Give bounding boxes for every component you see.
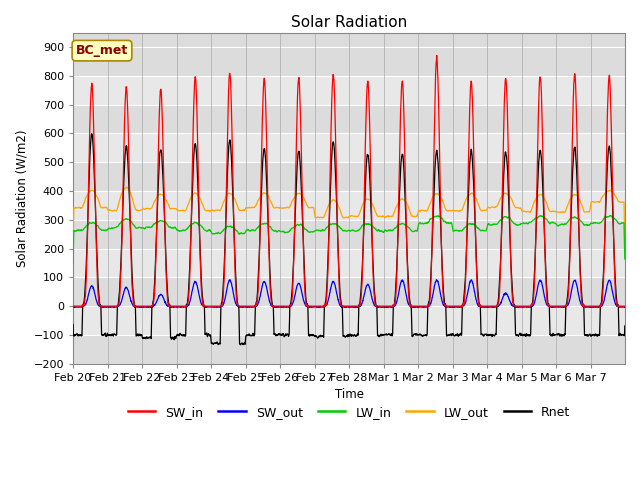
Bar [73, 133, 625, 162]
Bar [73, 277, 625, 306]
Bar [73, 47, 625, 76]
Bar [73, 249, 625, 277]
Bar [73, 335, 625, 364]
X-axis label: Time: Time [335, 388, 364, 401]
Bar [73, 76, 625, 105]
Y-axis label: Solar Radiation (W/m2): Solar Radiation (W/m2) [15, 130, 28, 267]
Text: BC_met: BC_met [76, 44, 128, 57]
Bar [73, 306, 625, 335]
Bar [73, 220, 625, 249]
Bar [73, 162, 625, 191]
Legend: SW_in, SW_out, LW_in, LW_out, Rnet: SW_in, SW_out, LW_in, LW_out, Rnet [123, 401, 575, 424]
Bar [73, 191, 625, 220]
Title: Solar Radiation: Solar Radiation [291, 15, 407, 30]
Bar [73, 105, 625, 133]
